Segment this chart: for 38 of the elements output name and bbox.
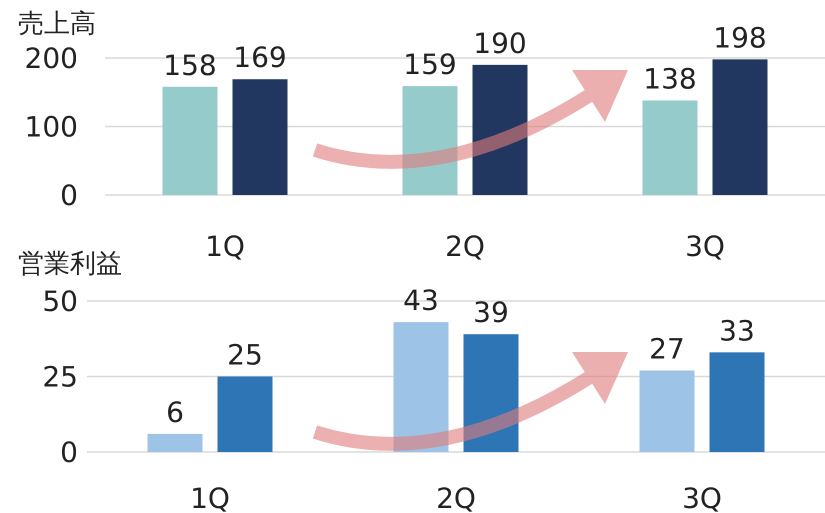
bar xyxy=(712,59,768,195)
y-tick-label: 0 xyxy=(60,178,78,212)
x-tick-label: 2Q xyxy=(445,230,485,263)
bar xyxy=(148,434,202,452)
bar xyxy=(464,334,518,452)
x-tick-label: 1Q xyxy=(205,230,245,263)
y-axis-title: 営業利益 xyxy=(18,249,122,279)
bar xyxy=(394,322,448,452)
x-tick-label: 1Q xyxy=(190,482,230,513)
data-label: 33 xyxy=(719,314,755,348)
data-label: 158 xyxy=(163,48,217,82)
y-tick-label: 200 xyxy=(24,42,78,75)
data-label: 169 xyxy=(233,41,287,74)
y-tick-label: 100 xyxy=(24,110,78,144)
y-tick-label: 25 xyxy=(42,360,78,394)
bar xyxy=(472,64,528,195)
data-label: 6 xyxy=(166,396,184,429)
y-axis-title: 売上高 xyxy=(18,9,96,39)
data-label: 190 xyxy=(473,26,527,60)
y-tick-label: 0 xyxy=(60,436,78,469)
data-label: 25 xyxy=(227,338,263,372)
x-tick-label: 3Q xyxy=(682,482,722,513)
data-label: 43 xyxy=(403,284,439,318)
data-label: 27 xyxy=(649,332,685,366)
data-label: 159 xyxy=(403,48,457,82)
bar xyxy=(402,86,458,195)
data-label: 198 xyxy=(713,21,767,54)
bar xyxy=(710,352,764,452)
x-tick-label: 2Q xyxy=(436,482,476,513)
bar xyxy=(640,370,694,452)
x-tick-label: 3Q xyxy=(685,230,725,263)
bar xyxy=(642,100,698,195)
bar xyxy=(232,79,288,195)
bar xyxy=(162,86,218,195)
data-label: 39 xyxy=(473,296,509,330)
data-label: 138 xyxy=(643,62,697,96)
y-tick-label: 50 xyxy=(42,284,78,318)
bar xyxy=(218,376,272,452)
